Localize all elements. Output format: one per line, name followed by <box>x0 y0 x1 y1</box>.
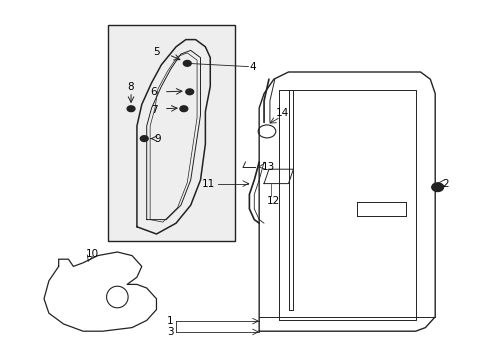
Text: 1: 1 <box>166 316 173 326</box>
Text: 4: 4 <box>249 62 256 72</box>
Text: 8: 8 <box>127 82 134 92</box>
Text: 7: 7 <box>150 105 157 115</box>
Text: 10: 10 <box>85 249 99 259</box>
Text: 2: 2 <box>442 179 448 189</box>
Circle shape <box>185 89 193 95</box>
Text: 14: 14 <box>276 108 289 118</box>
Circle shape <box>183 60 191 66</box>
Text: 11: 11 <box>202 179 215 189</box>
Text: 6: 6 <box>150 87 157 97</box>
Circle shape <box>127 106 135 112</box>
Circle shape <box>140 136 148 141</box>
Circle shape <box>180 106 187 112</box>
Text: 13: 13 <box>261 162 274 172</box>
Text: 9: 9 <box>154 134 161 144</box>
Circle shape <box>431 183 443 192</box>
Text: 12: 12 <box>266 196 279 206</box>
Text: 5: 5 <box>153 47 160 57</box>
Text: 3: 3 <box>166 327 173 337</box>
Bar <box>107 25 234 241</box>
